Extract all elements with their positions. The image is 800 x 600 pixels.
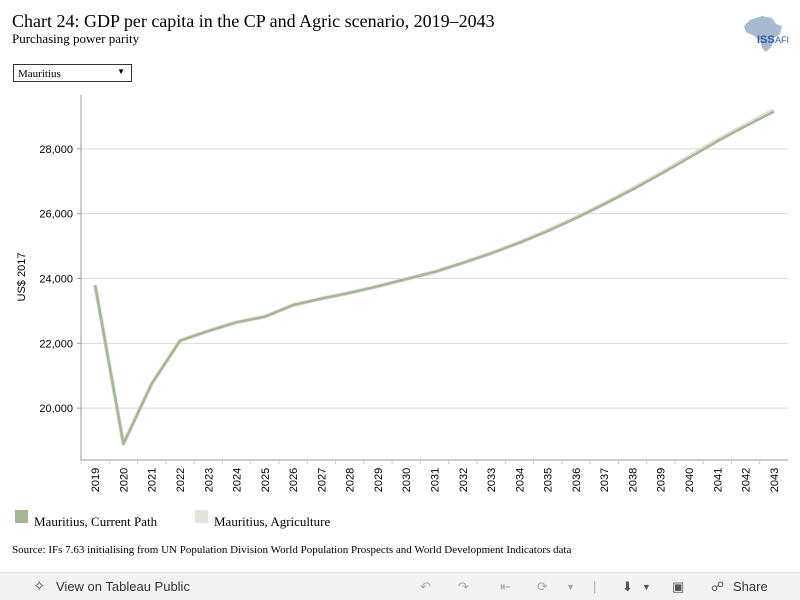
legend-label: Mauritius, Current Path [34,514,158,529]
series-line-agriculture [93,108,775,446]
x-tick-label: 2040 [684,468,696,492]
tableau-logo-icon: ✧ [33,578,46,595]
africa-map-icon [744,16,782,52]
x-tick-label: 2023 [203,468,215,492]
legend-label: Mauritius, Agriculture [214,514,331,529]
y-axis-label: US$ 2017 [16,253,28,302]
download-menu-chevron-icon[interactable]: ▼ [642,582,651,592]
share-button[interactable]: Share [733,579,768,594]
x-tick-label: 2020 [118,468,130,492]
x-tick-label: 2042 [741,468,753,492]
dropdown-arrow-icon: ▼ [117,67,125,76]
x-tick-label: 2037 [599,468,611,492]
x-tick-label: 2028 [345,468,357,492]
svg-text:ISS: ISS [757,34,775,46]
x-tick-label: 2032 [458,468,470,492]
x-tick-label: 2019 [90,468,102,492]
y-tick-label: 22,000 [39,338,73,350]
x-tick-label: 2021 [147,468,159,492]
y-tick-label: 28,000 [39,144,73,156]
x-tick-label: 2033 [486,468,498,492]
gdp-line-chart: 20,000 22,000 24,000 26,000 28,000 2019 2020 20… [16,95,788,492]
download-icon[interactable]: ⬇ [622,579,633,594]
series-line-current-path [93,110,775,446]
x-tick-label: 2022 [175,468,187,492]
x-tick-label: 2027 [316,468,328,492]
refresh-icon[interactable]: ⟳ [537,579,548,594]
x-tick-label: 2043 [769,468,781,492]
iss-africa-logo: ISS AFI [740,14,796,54]
svg-text:AFI: AFI [775,35,789,45]
y-tick-label: 20,000 [39,403,73,415]
x-tick-label: 2026 [288,468,300,492]
x-tick-label: 2025 [260,468,272,492]
country-filter-value: Mauritius [18,68,61,80]
y-tick-label: 26,000 [39,209,73,221]
x-tick-label: 2034 [514,468,526,492]
chart-title: Chart 24: GDP per capita in the CP and A… [12,11,495,31]
country-filter-dropdown[interactable]: Mauritius ▼ [13,64,132,82]
y-tick-label: 24,000 [39,274,73,286]
share-icon[interactable]: ☍ [711,579,725,594]
undo-icon[interactable]: ↶ [420,579,431,594]
x-tick-label: 2041 [712,468,724,492]
x-tick-label: 2024 [232,468,244,492]
x-tick-label: 2030 [401,468,413,492]
x-tick-label: 2039 [656,468,668,492]
legend-swatch [15,510,28,523]
tableau-toolbar: ✧ View on Tableau Public ↶ ↷ ⇤ ⟳ ▼ | ⬇ ▼… [0,572,800,600]
fullscreen-icon[interactable]: ▣ [672,579,685,594]
x-tick-label: 2035 [543,468,555,492]
x-tick-label: 2029 [373,468,385,492]
source-note: Source: IFs 7.63 initialising from UN Po… [12,544,572,556]
x-tick-label: 2036 [571,468,583,492]
x-tick-label: 2038 [627,468,639,492]
toolbar-divider: | [593,579,597,594]
legend-swatch [195,510,208,523]
redo-icon[interactable]: ↷ [458,579,469,594]
x-tick-label: 2031 [430,468,442,492]
refresh-menu-chevron-icon[interactable]: ▼ [566,582,575,592]
revert-icon[interactable]: ⇤ [500,579,511,594]
view-on-tableau-link[interactable]: View on Tableau Public [56,579,190,594]
chart-subtitle: Purchasing power parity [12,31,140,46]
